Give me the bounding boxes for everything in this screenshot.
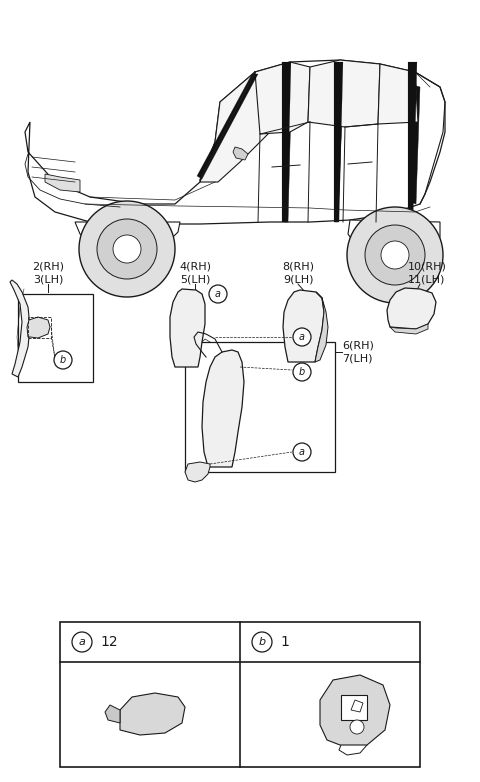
Bar <box>60 622 420 767</box>
Circle shape <box>293 328 311 346</box>
Polygon shape <box>348 220 440 254</box>
Polygon shape <box>282 62 291 222</box>
Polygon shape <box>75 222 180 247</box>
Circle shape <box>209 285 227 303</box>
Text: 10(RH)
11(LH): 10(RH) 11(LH) <box>408 262 447 284</box>
Polygon shape <box>170 289 205 367</box>
Circle shape <box>347 207 443 303</box>
Text: a: a <box>79 637 85 647</box>
Polygon shape <box>308 60 380 127</box>
Text: b: b <box>299 367 305 377</box>
Polygon shape <box>202 350 244 467</box>
Polygon shape <box>197 74 258 179</box>
Polygon shape <box>351 700 363 712</box>
Polygon shape <box>10 280 30 377</box>
Text: a: a <box>299 332 305 342</box>
Text: 2(RH)
3(LH): 2(RH) 3(LH) <box>32 262 64 284</box>
Circle shape <box>252 632 272 652</box>
Polygon shape <box>45 174 80 192</box>
Circle shape <box>54 351 72 369</box>
Polygon shape <box>390 324 428 334</box>
Polygon shape <box>27 317 50 338</box>
Polygon shape <box>25 60 445 224</box>
Circle shape <box>79 201 175 297</box>
Polygon shape <box>185 462 210 482</box>
Polygon shape <box>105 705 120 723</box>
Polygon shape <box>233 147 248 160</box>
Text: a: a <box>299 447 305 457</box>
Polygon shape <box>387 288 436 329</box>
Circle shape <box>293 363 311 381</box>
Circle shape <box>350 720 364 734</box>
Polygon shape <box>334 62 343 222</box>
Polygon shape <box>408 62 417 222</box>
Bar <box>185 342 335 472</box>
Text: 8(RH)
9(LH): 8(RH) 9(LH) <box>282 262 314 284</box>
Polygon shape <box>283 290 324 362</box>
Polygon shape <box>378 64 418 124</box>
Circle shape <box>293 443 311 461</box>
Polygon shape <box>315 292 328 362</box>
Polygon shape <box>410 85 420 204</box>
Bar <box>28 317 51 338</box>
Text: 12: 12 <box>100 635 118 649</box>
Text: a: a <box>215 289 221 299</box>
Text: b: b <box>258 637 265 647</box>
Polygon shape <box>200 67 290 182</box>
Polygon shape <box>255 62 310 134</box>
Circle shape <box>381 241 409 269</box>
Circle shape <box>97 219 157 279</box>
Circle shape <box>365 225 425 285</box>
Polygon shape <box>341 695 367 720</box>
Circle shape <box>72 632 92 652</box>
Bar <box>18 294 93 382</box>
Polygon shape <box>320 675 390 745</box>
Polygon shape <box>120 693 185 735</box>
Polygon shape <box>335 61 344 222</box>
Polygon shape <box>285 66 292 222</box>
Circle shape <box>113 235 141 263</box>
Text: 4(RH)
5(LH): 4(RH) 5(LH) <box>179 262 211 284</box>
Text: b: b <box>60 355 66 365</box>
Text: 1: 1 <box>280 635 289 649</box>
Text: 6(RH)
7(LH): 6(RH) 7(LH) <box>342 341 374 363</box>
